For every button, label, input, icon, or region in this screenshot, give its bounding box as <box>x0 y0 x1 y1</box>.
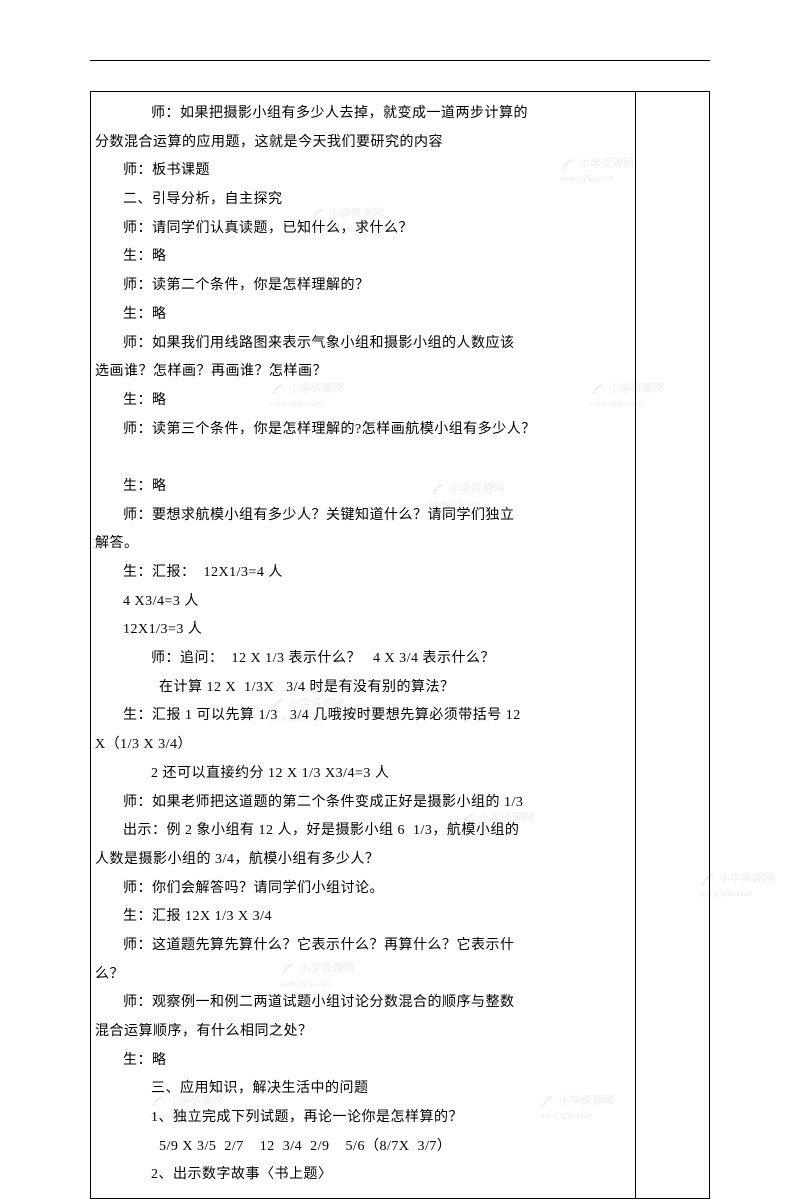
text-line <box>95 444 631 473</box>
lines-container: 师：如果把摄影小组有多少人去掉，就变成一道两步计算的分数混合运算的应用题，这就是… <box>95 100 631 1190</box>
text-line: 师：板书课题 <box>95 157 631 186</box>
text-line: 师：如果把摄影小组有多少人去掉，就变成一道两步计算的 <box>95 100 631 129</box>
text-line: 师：观察例一和例二两道试题小组讨论分数混合的顺序与整数 <box>95 989 631 1018</box>
text-line: 5/9 X 3/5 2/7 12 3/4 2/9 5/6（8/7X 3/7） <box>95 1133 631 1162</box>
text-line: 出示：例 2 象小组有 12 人，好是摄影小组 6 1/3，航模小组的 <box>95 817 631 846</box>
text-line: 分数混合运算的应用题，这就是今天我们要研究的内容 <box>95 129 631 158</box>
text-line: 解答。 <box>95 530 631 559</box>
text-line: 2、出示数字故事〈书上题〉 <box>95 1161 631 1190</box>
text-line: 混合运算顺序，有什么相同之处？ <box>95 1018 631 1047</box>
text-line: 生：汇报 12X 1/3 X 3/4 <box>95 903 631 932</box>
side-cell <box>635 92 709 1199</box>
text-line: X（1/3 X 3/4） <box>95 731 631 760</box>
text-line: 1、独立完成下列试题，再论一论你是怎样算的？ <box>95 1104 631 1133</box>
text-line: 生：略 <box>95 387 631 416</box>
text-line: 二、引导分析，自主探究 <box>95 186 631 215</box>
text-line: 师：这道题先算先算什么？它表示什么？再算什么？它表示什 <box>95 932 631 961</box>
text-line: 师：如果老师把这道题的第二个条件变成正好是摄影小组的 1/3 <box>95 789 631 818</box>
text-line: 在计算 12 X 1/3X 3/4 时是有没有别的算法？ <box>95 674 631 703</box>
main-content-cell: 师：如果把摄影小组有多少人去掉，就变成一道两步计算的分数混合运算的应用题，这就是… <box>91 92 636 1199</box>
text-line: 生：略 <box>95 1047 631 1076</box>
text-line: 三、应用知识，解决生活中的问题 <box>95 1075 631 1104</box>
content-table: 师：如果把摄影小组有多少人去掉，就变成一道两步计算的分数混合运算的应用题，这就是… <box>90 91 710 1199</box>
text-line: 师：如果我们用线路图来表示气象小组和摄影小组的人数应该 <box>95 330 631 359</box>
text-line: 生：汇报： 12X1/3=4 人 <box>95 559 631 588</box>
table-row: 师：如果把摄影小组有多少人去掉，就变成一道两步计算的分数混合运算的应用题，这就是… <box>91 92 710 1199</box>
text-line: 师：读第二个条件，你是怎样理解的？ <box>95 272 631 301</box>
text-line: 生：汇报 1 可以先算 1/3 3/4 几哦按时要想先算必须带括号 12 <box>95 702 631 731</box>
text-line: 4 X3/4=3 人 <box>95 588 631 617</box>
text-line: 人数是摄影小组的 3/4，航模小组有多少人？ <box>95 846 631 875</box>
text-line: 选画谁？怎样画？再画谁？怎样画？ <box>95 358 631 387</box>
text-line: 师：读第三个条件，你是怎样理解的?怎样画航模小组有多少人？ <box>95 416 631 445</box>
text-line: 生：略 <box>95 243 631 272</box>
text-line: 师：你们会解答吗？请同学们小组讨论。 <box>95 875 631 904</box>
text-line: 师：请同学们认真读题，已知什么，求什么？ <box>95 215 631 244</box>
text-line: 生：略 <box>95 473 631 502</box>
text-line: 么？ <box>95 961 631 990</box>
header-rule <box>90 60 710 61</box>
page-container: 师：如果把摄影小组有多少人去掉，就变成一道两步计算的分数混合运算的应用题，这就是… <box>0 0 800 1132</box>
text-line: 师：要想求航模小组有多少人？关键知道什么？请同学们独立 <box>95 502 631 531</box>
text-line: 12X1/3=3 人 <box>95 616 631 645</box>
text-line: 生：略 <box>95 301 631 330</box>
text-line: 师：追问： 12 X 1/3 表示什么？ 4 X 3/4 表示什么？ <box>95 645 631 674</box>
text-line: 2 还可以直接约分 12 X 1/3 X3/4=3 人 <box>95 760 631 789</box>
